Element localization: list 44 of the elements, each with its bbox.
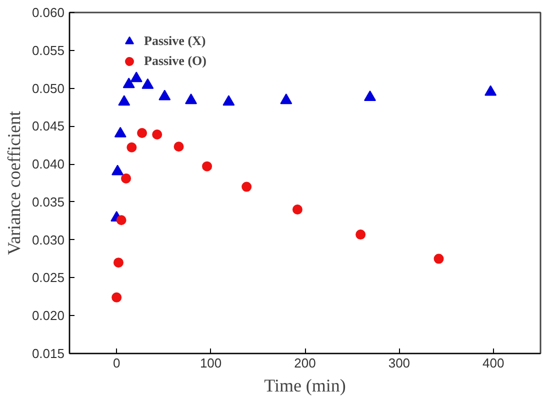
point [142,78,154,89]
point [434,254,444,264]
point [130,72,142,82]
y-tick-label: 0.050 [32,80,65,96]
point [202,161,212,172]
point [174,142,184,152]
y-axis-title: Variance coefficient [4,110,24,256]
point [242,182,252,192]
point [152,130,162,140]
y-tick-label: 0.040 [32,156,65,172]
point [292,204,302,215]
point [126,142,137,152]
y-tick-label: 0.035 [32,194,65,210]
point [137,128,148,138]
point [116,215,126,226]
y-tick-label: 0.060 [32,5,65,20]
y-tick-label: 0.045 [32,118,65,134]
y-tick-label: 0.025 [32,270,65,286]
point [222,95,235,106]
y-tick-label: 0.030 [32,232,65,248]
point [118,95,130,106]
legend-label: Passive (X) [144,33,206,49]
point [121,173,132,184]
point [158,90,171,100]
y-tick-label: 0.055 [32,42,65,58]
point [122,78,135,88]
point [112,164,124,176]
point [364,90,376,102]
point [113,258,124,268]
point [114,126,126,138]
x-tick-label: 300 [388,356,410,370]
point [112,292,122,302]
x-tick-label: 0 [112,356,120,370]
y-tick-label: 0.015 [32,346,65,361]
x-axis-title: Time (min) [264,376,346,396]
x-tick-label: 200 [294,356,316,370]
point [356,230,366,240]
y-tick-label: 0.020 [32,308,65,324]
point [484,85,497,96]
legend-label: Passive (O) [144,53,206,69]
x-tick-label: 400 [482,356,504,370]
point [280,94,292,104]
x-tick-label: 100 [200,356,222,370]
point [185,94,198,104]
